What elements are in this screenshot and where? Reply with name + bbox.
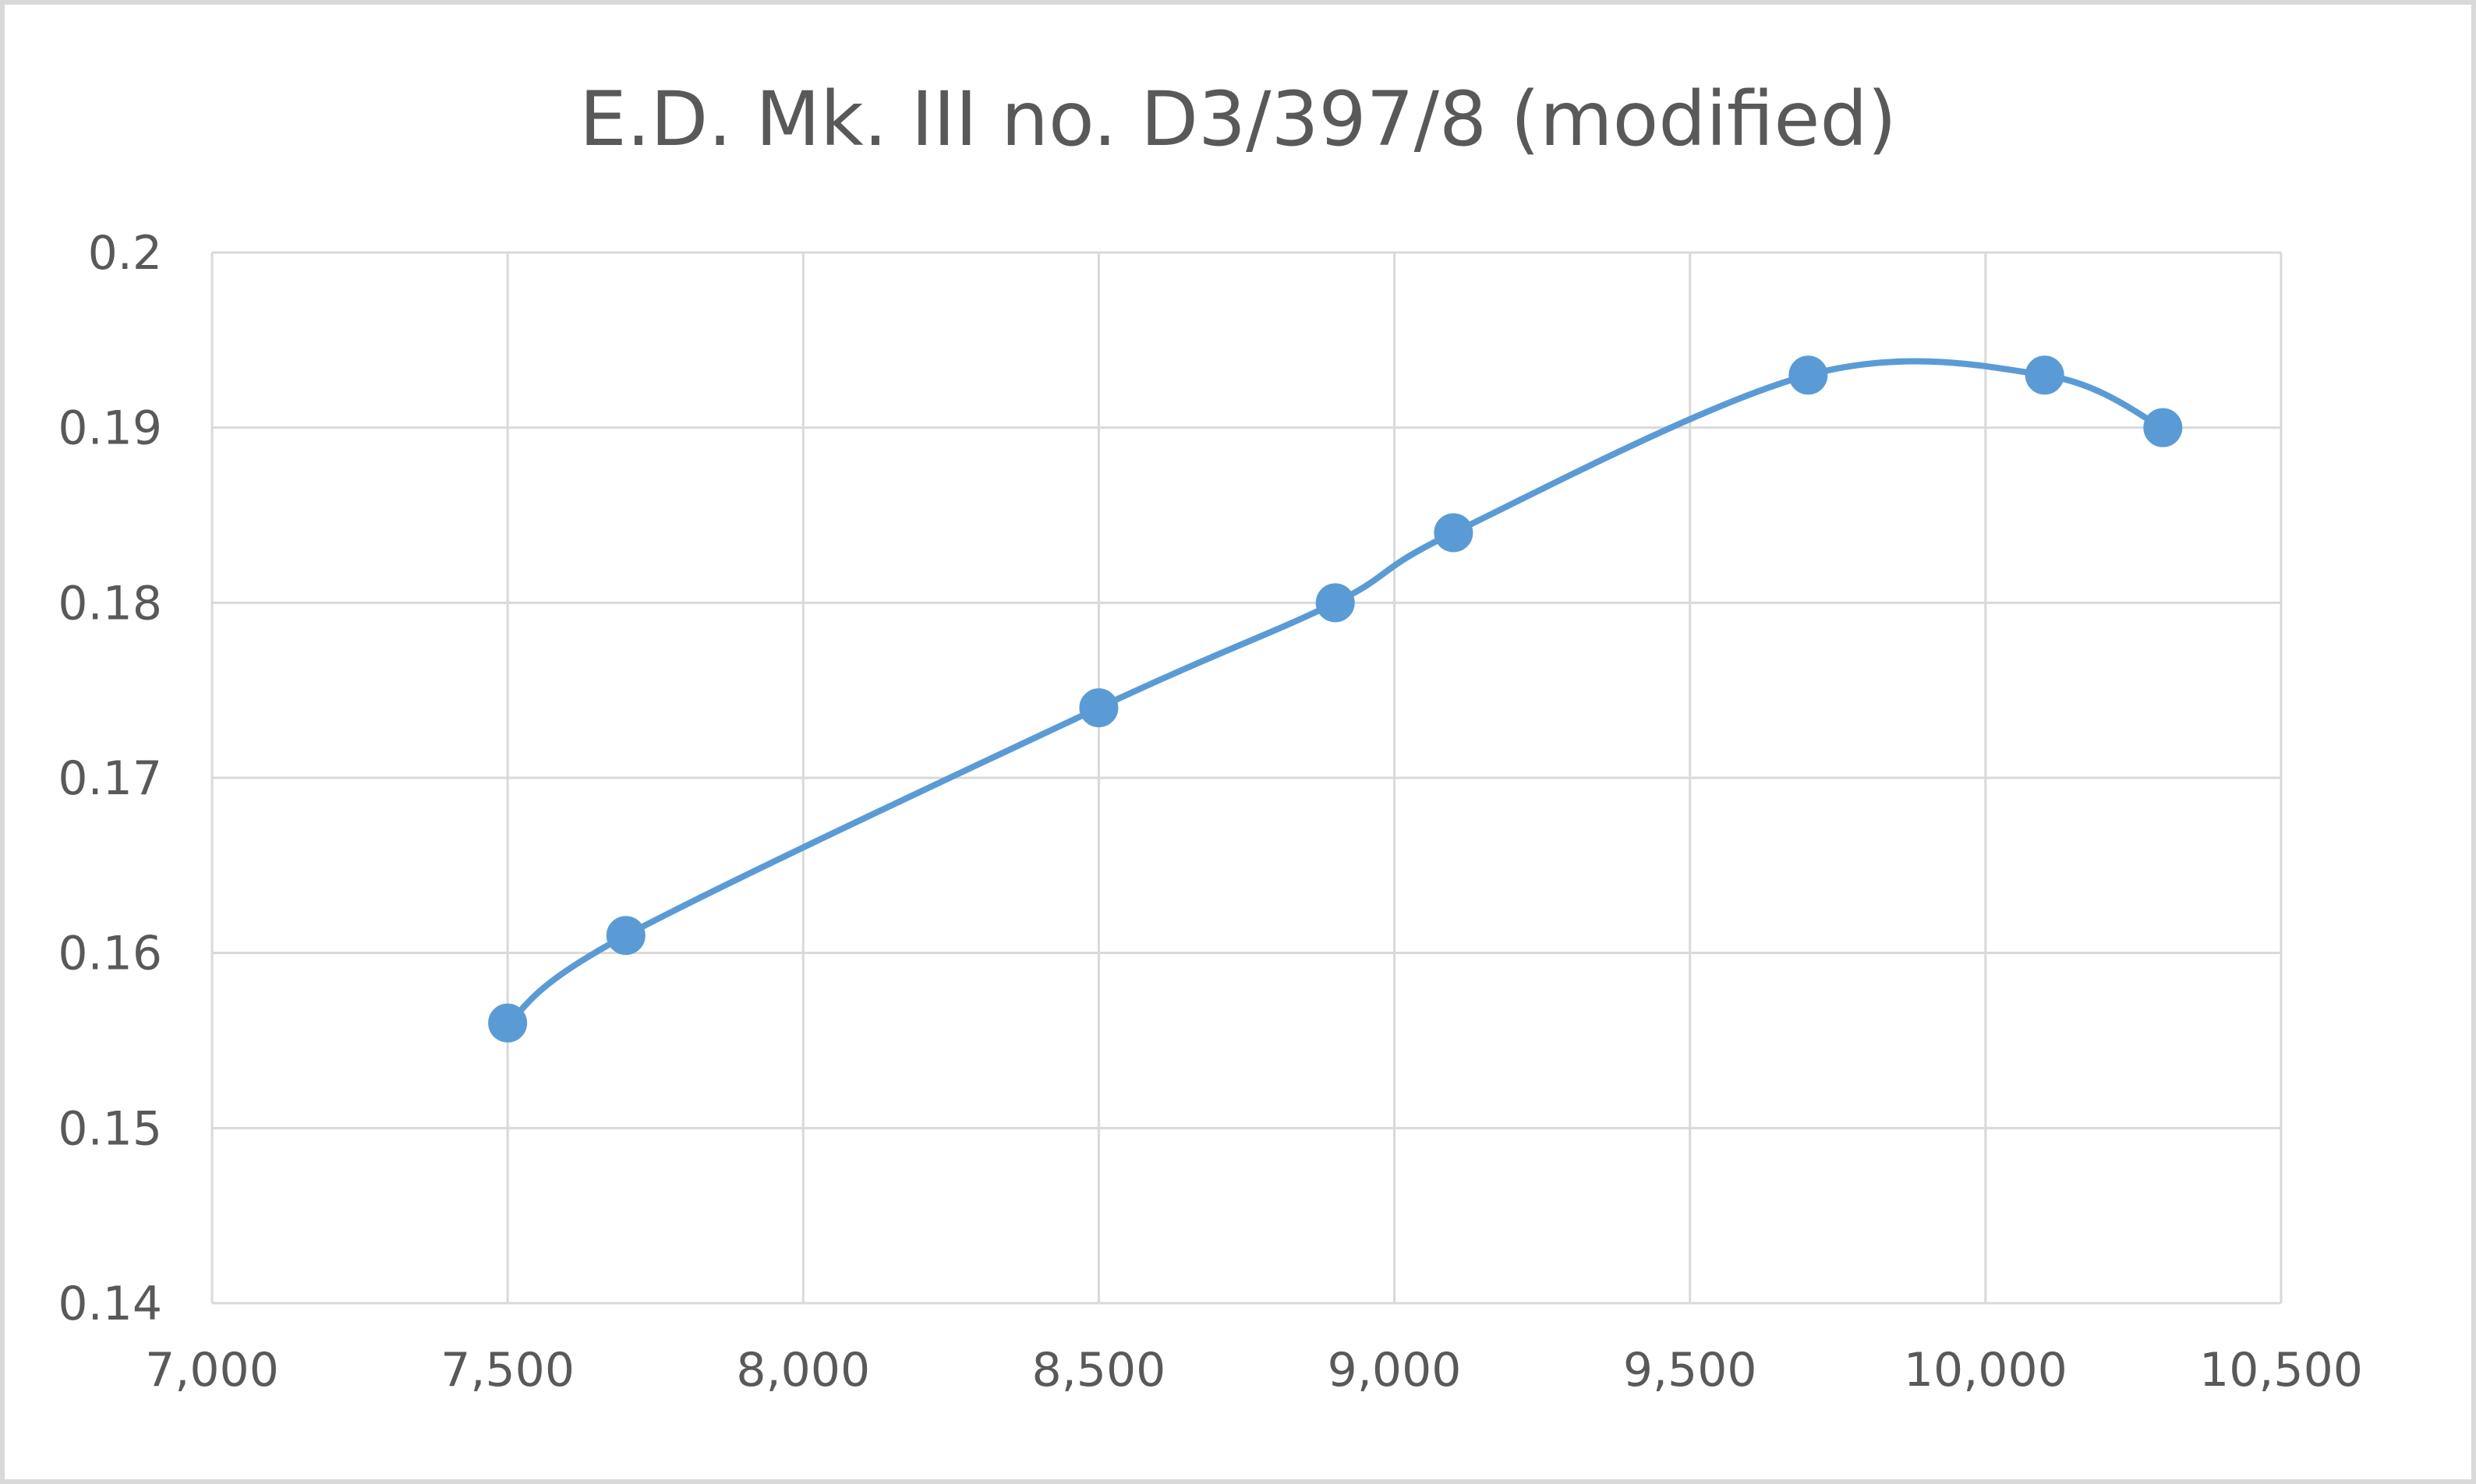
x-tick-label: 7,500 bbox=[440, 1343, 575, 1397]
x-tick-label: 8,000 bbox=[736, 1343, 870, 1397]
y-tick-label: 0.14 bbox=[58, 1277, 162, 1331]
data-point bbox=[1434, 513, 1473, 553]
grid-lines bbox=[210, 251, 2283, 1305]
x-axis-tick-labels: 7,000 7,500 8,000 8,500 9,000 9,500 10,000 10,5… bbox=[145, 1343, 2363, 1397]
data-point bbox=[606, 916, 646, 956]
x-tick-label: 8,500 bbox=[1032, 1343, 1166, 1397]
data-point bbox=[1788, 355, 1828, 395]
y-tick-label: 0.15 bbox=[58, 1101, 162, 1156]
data-point bbox=[2143, 408, 2183, 447]
line-chart: E.D. Mk. III no. D3/397/8 (modified) 0.1… bbox=[58, 76, 2363, 1397]
y-axis-tick-labels: 0.14 0.15 0.16 0.17 0.18 0.19 0.2 bbox=[58, 226, 162, 1331]
y-tick-label: 0.16 bbox=[58, 927, 162, 981]
y-tick-label: 0.18 bbox=[58, 576, 162, 631]
y-tick-label: 0.19 bbox=[58, 401, 162, 456]
y-tick-label: 0.17 bbox=[58, 751, 162, 806]
data-point bbox=[488, 1003, 528, 1043]
data-point bbox=[2025, 355, 2064, 395]
x-tick-label: 9,000 bbox=[1328, 1343, 1462, 1397]
x-tick-label: 10,500 bbox=[2199, 1343, 2363, 1397]
x-tick-label: 7,000 bbox=[145, 1343, 279, 1397]
x-tick-label: 10,000 bbox=[1904, 1343, 2067, 1397]
y-tick-label: 0.2 bbox=[88, 226, 162, 281]
data-point bbox=[1079, 688, 1119, 728]
chart-title: E.D. Mk. III no. D3/397/8 (modified) bbox=[579, 76, 1897, 163]
data-point bbox=[1315, 583, 1355, 623]
x-tick-label: 9,500 bbox=[1623, 1343, 1757, 1397]
data-series bbox=[488, 355, 2183, 1043]
series-line bbox=[504, 358, 2166, 1026]
